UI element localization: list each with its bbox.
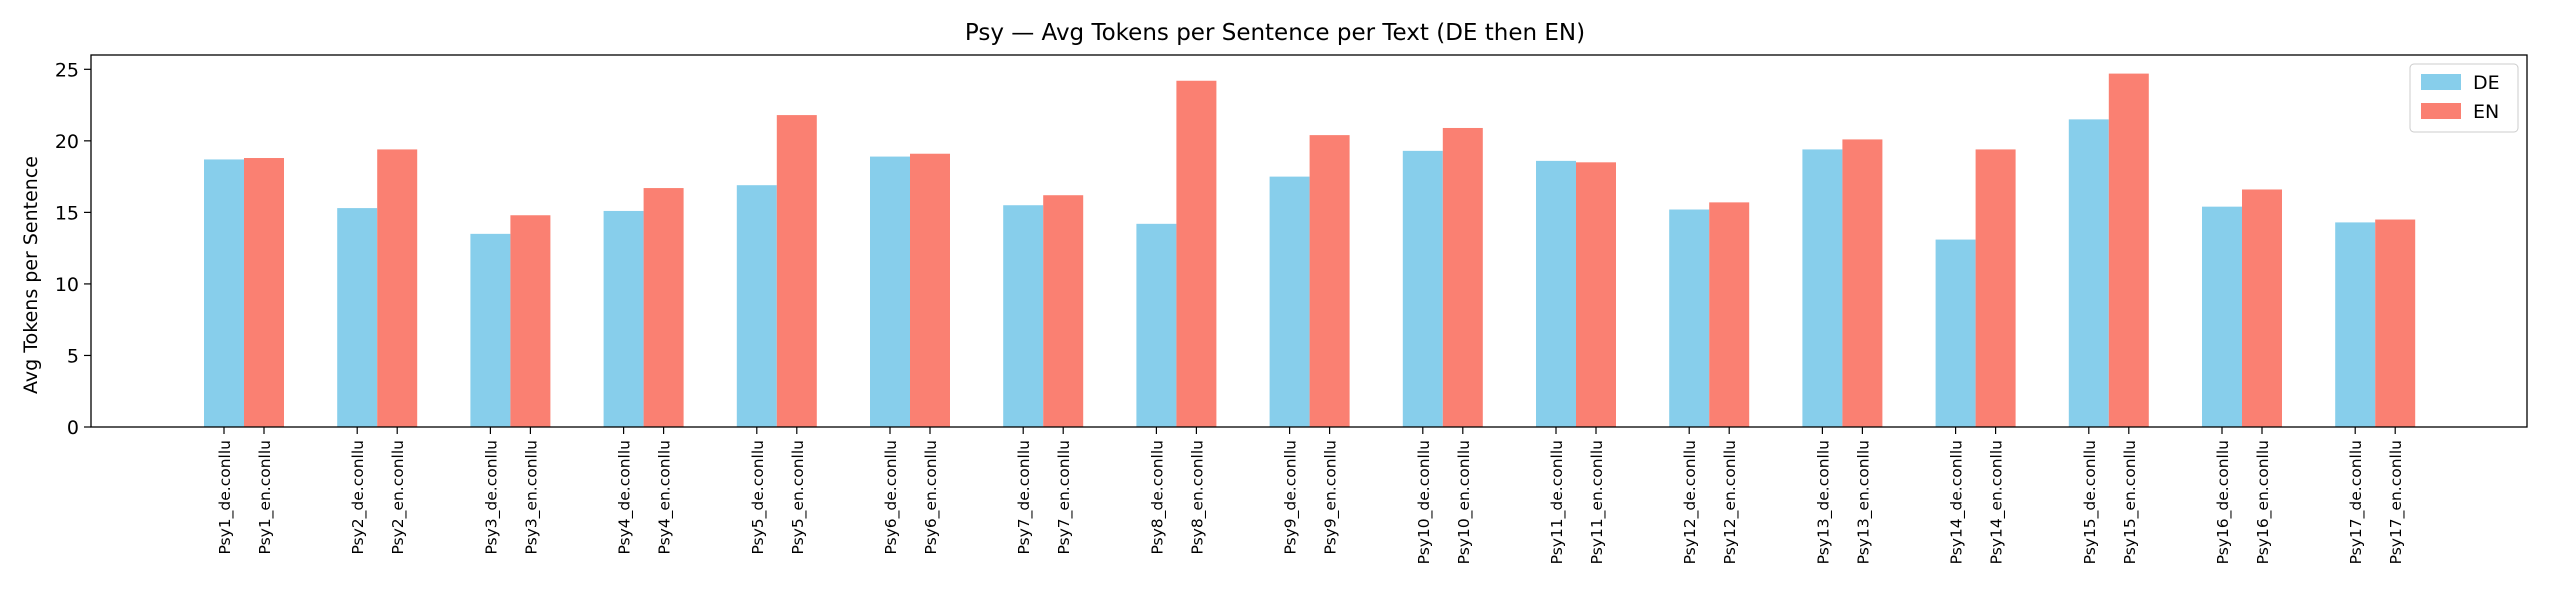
x-tick-label: Psy8_en.conllu	[1188, 440, 1207, 555]
legend: DE EN	[2409, 63, 2519, 133]
x-tick-label: Psy6_de.conllu	[882, 440, 901, 555]
x-tick-label: Psy17_en.conllu	[2387, 440, 2406, 564]
axes-group: Psy1_de.conllu Psy2_de.conllu Psy3_de.conl…	[55, 54, 2528, 564]
y-tick-label: 25	[55, 59, 79, 81]
x-tick-label: Psy13_en.conllu	[1854, 440, 1873, 564]
bar-de-13	[1802, 149, 1843, 427]
x-tick-label: Psy2_en.conllu	[389, 440, 408, 555]
bar-en-6	[910, 153, 950, 427]
bar-de-8	[1136, 223, 1177, 427]
x-tick-label: Psy14_en.conllu	[1988, 440, 2007, 564]
bar-en-2	[377, 149, 418, 427]
x-tick-label: Psy5_en.conllu	[789, 440, 808, 555]
legend-label-en: EN	[2473, 101, 2499, 123]
bar-de-3	[470, 233, 511, 427]
bar-en-9	[1309, 135, 1350, 427]
bars-group	[204, 73, 2416, 428]
bar-en-11	[1576, 162, 1616, 427]
x-tick-label: Psy1_en.conllu	[256, 440, 275, 555]
x-tick-label: Psy5_de.conllu	[749, 440, 768, 555]
y-axis-label: Avg Tokens per Sentence	[20, 156, 42, 394]
x-tick-label: Psy7_en.conllu	[1055, 440, 1074, 555]
x-tick-label: Psy2_de.conllu	[349, 440, 368, 555]
bar-de-10	[1402, 150, 1443, 428]
y-tick-label: 20	[55, 131, 79, 153]
bar-en-12	[1709, 202, 1750, 427]
bar-en-15	[2108, 73, 2149, 427]
bar-de-11	[1536, 160, 1576, 427]
x-tick-label: Psy12_en.conllu	[1721, 440, 1740, 564]
bar-en-3	[510, 215, 551, 427]
x-tick-label: Psy9_en.conllu	[1322, 440, 1341, 555]
x-tick-label: Psy15_de.conllu	[2081, 440, 2100, 564]
legend-swatch-en	[2421, 103, 2461, 119]
x-tick-label: Psy15_en.conllu	[2121, 440, 2140, 564]
bar-en-1	[244, 158, 284, 427]
bar-de-7	[1003, 205, 1044, 427]
x-tick-label: Psy16_en.conllu	[2254, 440, 2273, 564]
bar-en-16	[2242, 189, 2282, 427]
bar-de-17	[2335, 222, 2376, 427]
x-tick-label: Psy11_de.conllu	[1548, 440, 1567, 564]
x-tick-label: Psy9_de.conllu	[1282, 440, 1301, 555]
bar-en-4	[643, 188, 684, 427]
y-tick-label: 0	[67, 417, 79, 439]
legend-label-de: DE	[2473, 72, 2500, 94]
bar-de-2	[337, 208, 378, 427]
x-tick-label: Psy8_de.conllu	[1148, 440, 1167, 555]
bar-en-10	[1442, 127, 1483, 427]
y-tick-label: 5	[67, 345, 79, 367]
x-tick-label: Psy10_en.conllu	[1455, 440, 1474, 564]
x-tick-label: Psy3_en.conllu	[522, 440, 541, 555]
bar-de-15	[2068, 119, 2109, 427]
bar-en-13	[1842, 139, 1883, 428]
bar-en-8	[1176, 80, 1217, 427]
plot-frame	[90, 54, 2528, 428]
x-tick-label: Psy17_de.conllu	[2347, 440, 2366, 564]
x-tick-label: Psy4_en.conllu	[656, 440, 675, 555]
x-tick-label: Psy3_de.conllu	[482, 440, 501, 555]
bar-de-1	[204, 159, 244, 427]
bar-en-5	[776, 115, 817, 427]
x-tick-label: Psy10_de.conllu	[1415, 440, 1434, 564]
bar-de-12	[1669, 209, 1710, 427]
chart-title: Psy — Avg Tokens per Sentence per Text (…	[965, 20, 1585, 46]
x-tick-label: Psy1_de.conllu	[216, 440, 235, 555]
bar-de-6	[870, 156, 910, 427]
bar-en-14	[1975, 149, 2016, 427]
bar-de-4	[603, 210, 644, 427]
x-tick-label: Psy14_de.conllu	[1948, 440, 1967, 564]
bar-de-5	[736, 185, 777, 427]
bar-de-14	[1935, 239, 1976, 427]
x-tick-label: Psy6_en.conllu	[922, 440, 941, 555]
x-tick-label: Psy16_de.conllu	[2214, 440, 2233, 564]
y-tick-label: 10	[55, 274, 79, 296]
x-tick-label: Psy13_de.conllu	[1814, 440, 1833, 564]
bar-de-9	[1269, 176, 1310, 427]
x-tick-label: Psy11_en.conllu	[1588, 440, 1607, 564]
y-tick-label: 15	[55, 202, 79, 224]
x-tick-label: Psy4_de.conllu	[616, 440, 635, 555]
x-tick-label: Psy7_de.conllu	[1015, 440, 1034, 555]
bar-de-16	[2202, 206, 2242, 427]
bar-en-7	[1043, 195, 1084, 427]
bar-en-17	[2375, 219, 2416, 427]
x-tick-label: Psy12_de.conllu	[1681, 440, 1700, 564]
legend-swatch-de	[2421, 74, 2461, 90]
